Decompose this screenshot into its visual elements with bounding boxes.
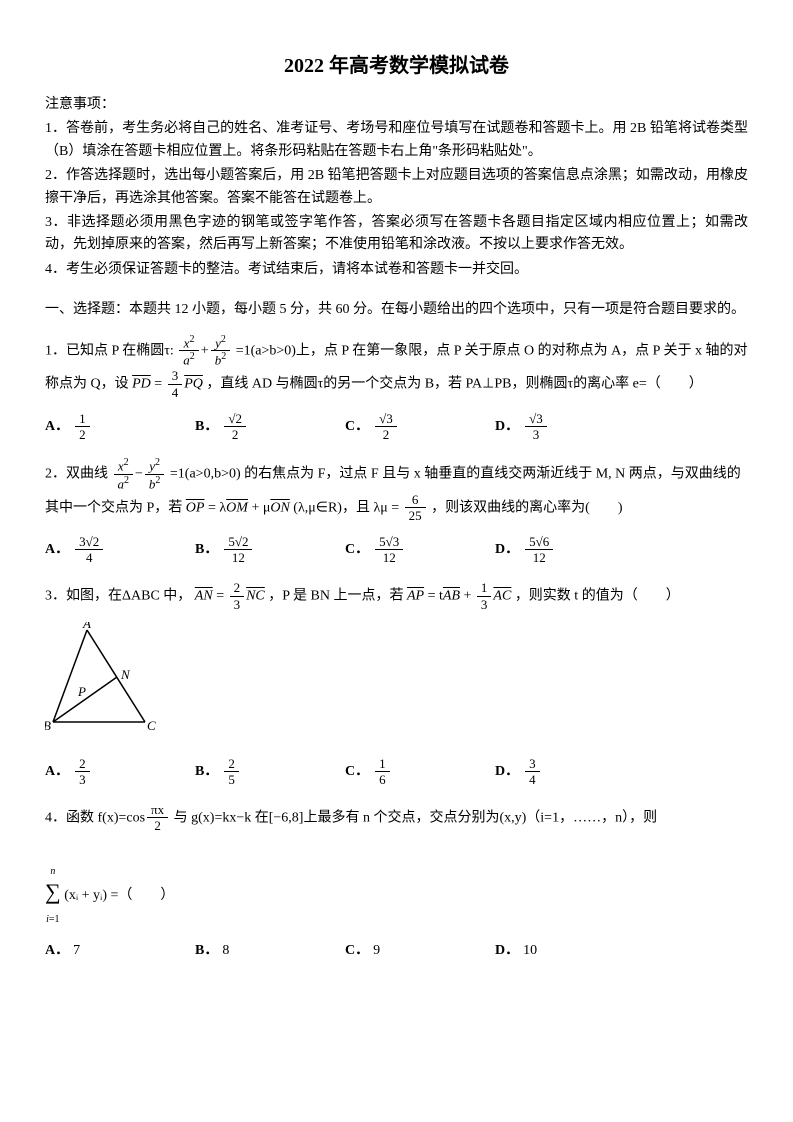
q1-option-d: D．√33 — [495, 411, 645, 443]
q2-options: A．3√24 B．5√212 C．5√312 D．5√612 — [45, 534, 748, 566]
q2-vec-op: OP — [186, 500, 205, 515]
question-3: 3．如图，在ΔABC 中， AN = 23NC ，P 是 BN 上一点，若 AP… — [45, 580, 748, 612]
q1-options: A．12 B．√22 C．√32 D．√33 — [45, 411, 748, 443]
svg-text:P: P — [77, 684, 86, 699]
q3-triangle-figure: A B C N P — [45, 622, 748, 745]
svg-text:B: B — [45, 718, 51, 733]
q1-eq-suffix: =1(a>b>0)上，点 P 在第一象限，点 P 关于原点 O 的对称点为 A，… — [236, 343, 748, 358]
question-1: 1．已知点 P 在椭圆τ: x2a2+y2b2 =1(a>b>0)上，点 P 在… — [45, 334, 748, 401]
q2-prefix: 2．双曲线 — [45, 466, 108, 481]
q1-ellipse-frac2: y2b2 — [211, 334, 231, 369]
q4-options: A．7 B．8 C．9 D．10 — [45, 940, 748, 962]
notice-3: 3．非选择题必须用黑色字迹的钢笔或签字笔作答，答案必须写在答题卡各题目指定区域内… — [45, 212, 748, 257]
q2-line2-end: ，则该双曲线的离心率为( ) — [431, 500, 622, 515]
q2-line2-mid: (λ,μ∈R)，且 — [293, 500, 370, 515]
q4-sum-symbol: n∑i=1 — [45, 862, 61, 930]
q3-vec-nc: NC — [246, 588, 265, 603]
q4-option-a: A．7 — [45, 940, 195, 962]
q1-line2-prefix: 称点为 Q，设 — [45, 377, 129, 392]
q1-line2-mid: ，直线 AD 与椭圆τ的另一个交点为 B，若 PA⊥PB，则椭圆τ的离心率 e=… — [206, 377, 702, 392]
notice-header: 注意事项： — [45, 94, 748, 116]
q2-hyp-frac1: x2a2 — [114, 457, 134, 492]
q2-vec-om: OM — [226, 500, 248, 515]
q4-g-def: 与 g(x)=kx−k 在[−6,8]上最多有 n 个交点，交点分别为(x,y)… — [174, 810, 657, 825]
q3-mid2: ，则实数 t 的值为（ ） — [515, 588, 680, 603]
q1-pd-frac: 34 — [168, 368, 183, 400]
q4-f-def: f(x)=cos — [98, 810, 146, 825]
svg-text:N: N — [120, 667, 131, 682]
q2-lambdamu-frac: 625 — [405, 492, 426, 524]
q3-prefix: 3．如图，在ΔABC 中， — [45, 588, 191, 603]
q2-hyp-frac2: y2b2 — [145, 457, 165, 492]
q2-line2: 其中一个交点为 P，若 — [45, 500, 182, 515]
q3-vec-ab: AB — [443, 588, 460, 603]
q2-option-d: D．5√612 — [495, 534, 645, 566]
q1-option-b: B．√22 — [195, 411, 345, 443]
section-1-header: 一、选择题：本题共 12 小题，每小题 5 分，共 60 分。在每小题给出的四个… — [45, 299, 748, 321]
q3-mid1: ，P 是 BN 上一点，若 — [268, 588, 403, 603]
q2-option-b: B．5√212 — [195, 534, 345, 566]
q4-option-b: B．8 — [195, 940, 345, 962]
svg-text:C: C — [147, 718, 156, 733]
exam-title: 2022 年高考数学模拟试卷 — [45, 50, 748, 82]
notice-4: 4．考生必须保证答题卡的整洁。考试结束后，请将本试卷和答题卡一并交回。 — [45, 259, 748, 281]
q1-option-a: A．12 — [45, 411, 195, 443]
q2-vec-on: ON — [270, 500, 289, 515]
q2-option-a: A．3√24 — [45, 534, 195, 566]
q1-vec-pd: PD — [132, 377, 151, 392]
q3-vec-ap: AP — [407, 588, 424, 603]
q4-sum-expr: (xᵢ + yᵢ) =（ ） — [64, 888, 174, 903]
notice-2: 2．作答选择题时，选出每小题答案后，用 2B 铅笔把答题卡上对应题目选项的答案信… — [45, 165, 748, 210]
svg-text:A: A — [82, 622, 91, 631]
q3-vec-an: AN — [195, 588, 213, 603]
question-4: 4．函数 f(x)=cosπx2 与 g(x)=kx−k 在[−6,8]上最多有… — [45, 802, 748, 930]
q4-option-c: C．9 — [345, 940, 495, 962]
q3-vec-ac: AC — [493, 588, 511, 603]
question-2: 2．双曲线 x2a2−y2b2 =1(a>0,b>0) 的右焦点为 F，过点 F… — [45, 457, 748, 524]
q1-ellipse-frac1: x2a2 — [179, 334, 199, 369]
q3-an-frac: 23 — [230, 580, 245, 612]
q4-prefix: 4．函数 — [45, 810, 94, 825]
triangle-svg: A B C N P — [45, 622, 160, 737]
q2-option-c: C．5√312 — [345, 534, 495, 566]
q2-eq-suffix: =1(a>0,b>0) 的右焦点为 F，过点 F 且与 x 轴垂直的直线交两渐近… — [170, 466, 741, 481]
q3-option-c: C．16 — [345, 756, 495, 788]
q3-options: A．23 B．25 C．16 D．34 — [45, 756, 748, 788]
q3-option-d: D．34 — [495, 756, 645, 788]
notice-1: 1．答卷前，考生务必将自己的姓名、准考证号、考场号和座位号填写在试题卷和答题卡上… — [45, 118, 748, 163]
q4-option-d: D．10 — [495, 940, 645, 962]
q3-option-a: A．23 — [45, 756, 195, 788]
q1-option-c: C．√32 — [345, 411, 495, 443]
q1-prefix: 1．已知点 P 在椭圆τ: — [45, 343, 174, 358]
q1-vec-pq: PQ — [184, 377, 203, 392]
q3-ac-frac: 13 — [477, 580, 492, 612]
q4-pi-frac: πx2 — [147, 802, 168, 834]
q3-option-b: B．25 — [195, 756, 345, 788]
